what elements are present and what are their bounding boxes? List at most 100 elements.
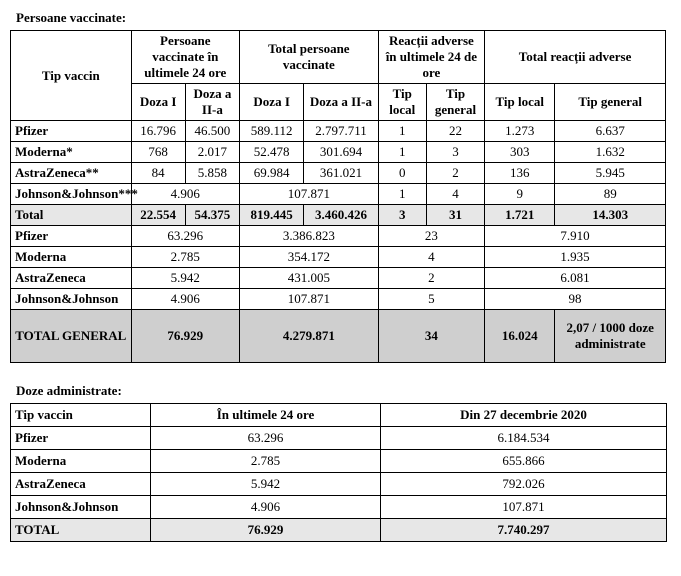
- cell: 361.021: [304, 163, 378, 184]
- h-c1: În ultimele 24 ore: [151, 404, 381, 427]
- cell: 1: [378, 121, 426, 142]
- h-tip: Tip vaccin: [11, 404, 151, 427]
- cell: 46.500: [185, 121, 239, 142]
- cell: 89: [555, 184, 666, 205]
- cell: 431.005: [240, 268, 379, 289]
- cell: 4.279.871: [240, 310, 379, 363]
- cell: 2: [378, 268, 484, 289]
- cell: 5.942: [151, 473, 381, 496]
- cell: 2.785: [131, 247, 239, 268]
- cell: 22.554: [131, 205, 185, 226]
- cell: 76.929: [151, 519, 381, 542]
- cell: 2,07 / 1000 doze administrate: [555, 310, 666, 363]
- h-c2: Din 27 decembrie 2020: [381, 404, 667, 427]
- cell: 4.906: [131, 184, 239, 205]
- cell: 14.303: [555, 205, 666, 226]
- cell-label: Moderna: [11, 450, 151, 473]
- cell: 0: [378, 163, 426, 184]
- cell: 7.910: [485, 226, 666, 247]
- table-row: AstraZeneca 5.942 792.026: [11, 473, 667, 496]
- cell: 4.906: [151, 496, 381, 519]
- cell-label: Total: [11, 205, 132, 226]
- h-tip-vaccin: Tip vaccin: [11, 31, 132, 121]
- cell: 107.871: [240, 184, 379, 205]
- cell: 63.296: [151, 427, 381, 450]
- cell: 2.785: [151, 450, 381, 473]
- h-react-total: Total reacții adverse: [485, 31, 666, 84]
- table-row: AstraZeneca** 84 5.858 69.984 361.021 0 …: [11, 163, 666, 184]
- cell-label: Moderna*: [11, 142, 132, 163]
- cell: 9: [485, 184, 555, 205]
- h-general-b: Tip general: [555, 84, 666, 121]
- cell: 7.740.297: [381, 519, 667, 542]
- cell: 5.858: [185, 163, 239, 184]
- cell: 3: [378, 205, 426, 226]
- cell-label: Johnson&Johnson***: [11, 184, 132, 205]
- cell: 301.694: [304, 142, 378, 163]
- cell-label: Johnson&Johnson: [11, 289, 132, 310]
- cell: 52.478: [240, 142, 304, 163]
- section2-title: Doze administrate:: [16, 383, 671, 399]
- cell: 3.460.426: [304, 205, 378, 226]
- cell: 6.637: [555, 121, 666, 142]
- cell-label: Moderna: [11, 247, 132, 268]
- cell: 63.296: [131, 226, 239, 247]
- cell: 76.929: [131, 310, 239, 363]
- table-row-total-general: TOTAL GENERAL 76.929 4.279.871 34 16.024…: [11, 310, 666, 363]
- table-row: AstraZeneca 5.942 431.005 2 6.081: [11, 268, 666, 289]
- h-doza2-b: Doza a II-a: [304, 84, 378, 121]
- cell: 354.172: [240, 247, 379, 268]
- h-last24: Persoane vaccinate în ultimele 24 ore: [131, 31, 239, 84]
- header-row: Tip vaccin În ultimele 24 ore Din 27 dec…: [11, 404, 667, 427]
- table-row-total: TOTAL 76.929 7.740.297: [11, 519, 667, 542]
- cell-label: Pfizer: [11, 121, 132, 142]
- cell: 792.026: [381, 473, 667, 496]
- cell: 5.945: [555, 163, 666, 184]
- cell: 4.906: [131, 289, 239, 310]
- table-row: Moderna 2.785 354.172 4 1.935: [11, 247, 666, 268]
- cell-label: AstraZeneca: [11, 473, 151, 496]
- cell: 22: [426, 121, 484, 142]
- cell: 34: [378, 310, 484, 363]
- cell: 655.866: [381, 450, 667, 473]
- cell-label: Johnson&Johnson: [11, 496, 151, 519]
- table-row: Moderna* 768 2.017 52.478 301.694 1 3 30…: [11, 142, 666, 163]
- cell: 69.984: [240, 163, 304, 184]
- cell: 2.797.711: [304, 121, 378, 142]
- h-local-a: Tip local: [378, 84, 426, 121]
- table-row-total: Total 22.554 54.375 819.445 3.460.426 3 …: [11, 205, 666, 226]
- cell: 4: [378, 247, 484, 268]
- cell: 2: [426, 163, 484, 184]
- header-row-1: Tip vaccin Persoane vaccinate în ultimel…: [11, 31, 666, 84]
- cell: 6.184.534: [381, 427, 667, 450]
- h-doza1-a: Doza I: [131, 84, 185, 121]
- table-persoane-vaccinate: Tip vaccin Persoane vaccinate în ultimel…: [10, 30, 666, 363]
- cell: 819.445: [240, 205, 304, 226]
- cell: 1: [378, 142, 426, 163]
- cell: 107.871: [381, 496, 667, 519]
- cell: 4: [426, 184, 484, 205]
- h-react24: Reacții adverse în ultimele 24 de ore: [378, 31, 484, 84]
- cell: 3.386.823: [240, 226, 379, 247]
- cell: 6.081: [485, 268, 666, 289]
- cell-label: AstraZeneca: [11, 268, 132, 289]
- cell: 16.796: [131, 121, 185, 142]
- cell: 5: [378, 289, 484, 310]
- cell: 3: [426, 142, 484, 163]
- table-row: Moderna 2.785 655.866: [11, 450, 667, 473]
- cell: 1.935: [485, 247, 666, 268]
- cell: 31: [426, 205, 484, 226]
- h-total: Total persoane vaccinate: [240, 31, 379, 84]
- cell: 16.024: [485, 310, 555, 363]
- cell: 84: [131, 163, 185, 184]
- table-row: Johnson&Johnson 4.906 107.871: [11, 496, 667, 519]
- cell-label: TOTAL GENERAL: [11, 310, 132, 363]
- cell-label: AstraZeneca**: [11, 163, 132, 184]
- cell-label: TOTAL: [11, 519, 151, 542]
- cell: 2.017: [185, 142, 239, 163]
- cell: 1.721: [485, 205, 555, 226]
- cell: 303: [485, 142, 555, 163]
- cell: 107.871: [240, 289, 379, 310]
- cell-label: Pfizer: [11, 226, 132, 247]
- h-doza1-b: Doza I: [240, 84, 304, 121]
